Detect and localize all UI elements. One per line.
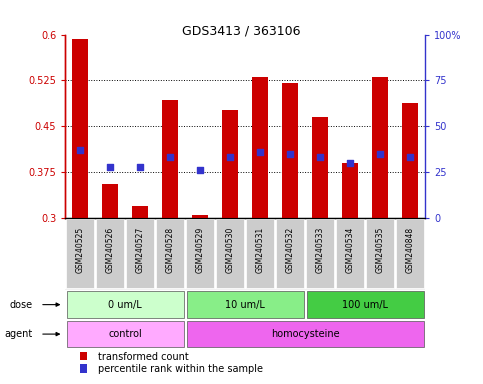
Text: agent: agent bbox=[4, 329, 33, 339]
Text: 10 um/L: 10 um/L bbox=[225, 300, 265, 310]
Text: percentile rank within the sample: percentile rank within the sample bbox=[98, 364, 263, 374]
Text: GSM240525: GSM240525 bbox=[76, 227, 85, 273]
Bar bbox=[306, 219, 334, 288]
Bar bbox=[67, 321, 184, 348]
Point bbox=[346, 160, 354, 166]
Text: transformed count: transformed count bbox=[98, 351, 188, 361]
Bar bbox=[366, 219, 394, 288]
Bar bbox=[80, 364, 87, 373]
Bar bbox=[192, 215, 208, 218]
Bar bbox=[312, 117, 328, 218]
Text: GSM240529: GSM240529 bbox=[196, 227, 205, 273]
Text: dose: dose bbox=[10, 300, 33, 310]
Bar bbox=[72, 39, 88, 218]
Bar bbox=[252, 77, 269, 218]
Bar bbox=[216, 219, 244, 288]
Point bbox=[316, 154, 324, 161]
Bar bbox=[102, 184, 118, 218]
Bar bbox=[276, 219, 304, 288]
Text: GSM240528: GSM240528 bbox=[166, 227, 175, 273]
Text: GSM240527: GSM240527 bbox=[136, 227, 145, 273]
Bar bbox=[80, 352, 87, 360]
Bar bbox=[156, 219, 185, 288]
Text: GSM240535: GSM240535 bbox=[376, 227, 384, 273]
Bar bbox=[342, 163, 358, 218]
Point bbox=[196, 167, 204, 173]
Bar bbox=[132, 206, 148, 218]
Bar bbox=[186, 219, 214, 288]
Bar bbox=[186, 321, 424, 348]
Text: GSM240848: GSM240848 bbox=[406, 227, 414, 273]
Text: homocysteine: homocysteine bbox=[271, 329, 340, 339]
Text: GSM240530: GSM240530 bbox=[226, 227, 235, 273]
Bar bbox=[186, 291, 304, 318]
Bar bbox=[96, 219, 125, 288]
Text: 100 um/L: 100 um/L bbox=[342, 300, 388, 310]
Text: GSM240526: GSM240526 bbox=[106, 227, 114, 273]
Bar bbox=[222, 110, 239, 218]
Point bbox=[106, 164, 114, 170]
Bar bbox=[66, 219, 95, 288]
Point bbox=[226, 154, 234, 161]
Bar bbox=[336, 219, 364, 288]
Bar bbox=[282, 83, 298, 218]
Point bbox=[76, 147, 84, 153]
Point bbox=[256, 149, 264, 155]
Point bbox=[286, 151, 294, 157]
Text: GSM240531: GSM240531 bbox=[256, 227, 265, 273]
Bar bbox=[126, 219, 155, 288]
Text: GSM240532: GSM240532 bbox=[285, 227, 295, 273]
Point bbox=[376, 151, 384, 157]
Bar bbox=[67, 291, 184, 318]
Bar bbox=[402, 103, 418, 218]
Text: control: control bbox=[108, 329, 142, 339]
Bar bbox=[307, 291, 424, 318]
Bar bbox=[162, 100, 178, 218]
Point bbox=[136, 164, 144, 170]
Bar bbox=[372, 77, 388, 218]
Point bbox=[406, 154, 414, 161]
Bar bbox=[246, 219, 274, 288]
Text: GDS3413 / 363106: GDS3413 / 363106 bbox=[182, 25, 301, 38]
Bar bbox=[396, 219, 424, 288]
Point bbox=[166, 154, 174, 161]
Text: 0 um/L: 0 um/L bbox=[108, 300, 142, 310]
Text: GSM240534: GSM240534 bbox=[345, 227, 355, 273]
Text: GSM240533: GSM240533 bbox=[315, 227, 325, 273]
